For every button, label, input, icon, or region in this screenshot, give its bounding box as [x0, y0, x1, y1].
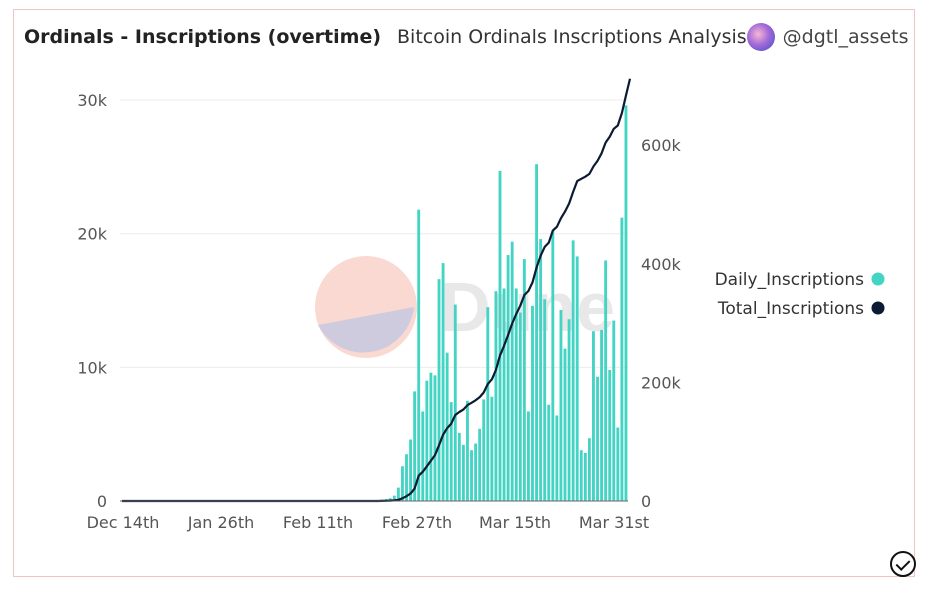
x-tick-label: Mar 15th: [479, 513, 551, 532]
daily-bar: [535, 164, 538, 501]
daily-bar: [608, 370, 612, 501]
x-tick-label: Feb 27th: [382, 513, 452, 532]
daily-bar: [494, 291, 498, 501]
daily-bar: [596, 376, 599, 501]
daily-bar: [441, 263, 445, 501]
right-tick-label: 200k: [641, 373, 682, 392]
daily-bar: [401, 466, 404, 501]
daily-bar: [429, 372, 433, 501]
x-tick-label: Jan 26th: [187, 513, 255, 532]
x-tick-label: Dec 14th: [87, 513, 160, 532]
daily-bar: [514, 288, 518, 501]
daily-bar: [417, 209, 421, 501]
daily-bar: [527, 411, 530, 501]
daily-bar: [405, 454, 408, 501]
daily-bar: [510, 241, 514, 501]
right-tick-label: 400k: [641, 255, 682, 274]
daily-bar: [531, 305, 534, 501]
legend-marker: [871, 272, 885, 286]
daily-bar: [502, 288, 506, 501]
daily-bar: [421, 411, 425, 501]
daily-bar: [433, 375, 437, 501]
daily-bar: [547, 404, 551, 501]
daily-bar: [563, 348, 567, 501]
left-tick-label: 0: [97, 492, 107, 511]
left-axis-ticks: 0 10k 20k 30k: [77, 91, 107, 511]
daily-bar: [506, 255, 510, 501]
daily-bar: [457, 432, 461, 501]
daily-bar: [470, 450, 473, 501]
daily-bar: [522, 259, 526, 501]
legend-label: Daily_Inscriptions: [715, 270, 865, 290]
daily-bar: [518, 312, 522, 501]
daily-bar: [461, 444, 465, 501]
chart-header: Ordinals - Inscriptions (overtime) Bitco…: [24, 22, 909, 52]
daily-bar: [604, 260, 608, 501]
daily-bar: [587, 438, 591, 501]
right-tick-label: 600k: [641, 136, 682, 155]
daily-bar: [543, 299, 547, 501]
daily-bar: [413, 391, 417, 501]
daily-bar: [409, 439, 413, 501]
x-tick-label: Feb 11th: [283, 513, 353, 532]
avatar: [746, 23, 775, 51]
daily-bar: [392, 495, 396, 501]
watermark-text: Dune: [440, 268, 615, 346]
daily-bar: [486, 307, 490, 501]
chart-title: Ordinals - Inscriptions (overtime): [24, 26, 382, 48]
daily-bar: [478, 428, 482, 501]
legend-label: Total_Inscriptions: [717, 299, 864, 319]
daily-bar: [539, 239, 543, 502]
left-tick-label: 30k: [77, 91, 107, 110]
daily-bar: [620, 217, 624, 501]
daily-bar: [396, 487, 400, 501]
daily-bar: [567, 319, 571, 501]
daily-bar: [453, 304, 457, 501]
daily-bar: [449, 402, 453, 501]
legend-marker: [871, 301, 885, 315]
daily-bar: [571, 240, 575, 501]
x-axis-ticks: Dec 14th Jan 26th Feb 11th Feb 27th Mar 15th…: [87, 513, 650, 532]
legend: Daily_Inscriptions Total_Inscriptions: [715, 270, 885, 319]
daily-bar: [579, 450, 583, 501]
daily-bar: [490, 396, 494, 501]
daily-bar: [583, 452, 587, 501]
daily-bar: [592, 331, 595, 501]
daily-bar: [551, 231, 555, 501]
check-circle-icon[interactable]: [890, 551, 916, 577]
daily-bar: [575, 256, 579, 501]
daily-bar: [616, 427, 620, 501]
right-tick-label: 0: [641, 492, 651, 511]
daily-bar: [498, 170, 502, 501]
author-name: @dgtl_assets: [782, 26, 909, 48]
daily-bar: [425, 380, 429, 501]
daily-bar: [466, 400, 469, 501]
author-link[interactable]: @dgtl_assets: [746, 23, 909, 51]
left-tick-label: 10k: [77, 358, 107, 377]
daily-bar: [437, 279, 441, 501]
daily-bar: [624, 105, 628, 502]
daily-bar: [600, 329, 604, 501]
dune-watermark: Dune: [315, 256, 615, 358]
chart-subtitle: Bitcoin Ordinals Inscriptions Analysis: [397, 26, 747, 48]
daily-bars: [380, 105, 628, 502]
daily-bar: [474, 443, 478, 501]
x-tick-label: Mar 31st: [579, 513, 649, 532]
left-tick-label: 20k: [77, 225, 107, 244]
daily-bar: [559, 309, 563, 501]
daily-bar: [612, 320, 616, 501]
daily-bar: [555, 415, 559, 501]
daily-bar: [482, 399, 486, 501]
right-axis-ticks: 0 200k 400k 600k: [641, 136, 682, 511]
